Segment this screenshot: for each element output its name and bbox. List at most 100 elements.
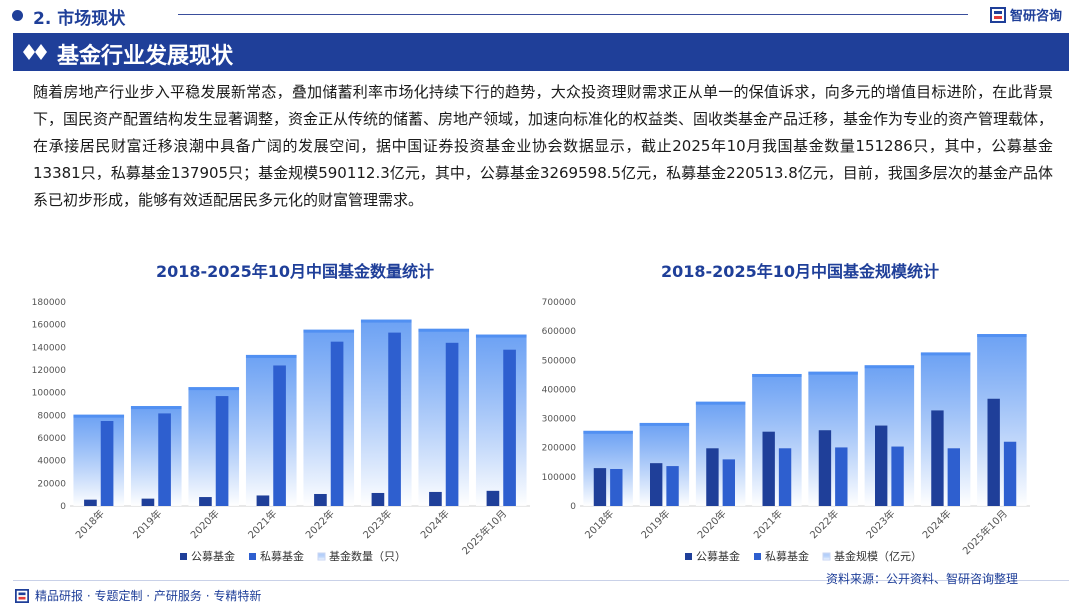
y-tick-label: 180000 <box>32 298 67 308</box>
section-bullet-icon <box>12 10 23 21</box>
total-bar-cap <box>583 430 633 434</box>
y-tick-label: 0 <box>60 502 66 512</box>
total-bar-cap <box>73 414 125 418</box>
y-tick-label: 140000 <box>32 343 67 353</box>
private-fund-bar <box>947 448 960 506</box>
y-tick-label: 100000 <box>542 473 577 483</box>
header-divider <box>178 14 968 15</box>
public-fund-bar <box>486 490 500 506</box>
private-fund-bar <box>215 396 229 506</box>
x-tick-label: 2024年 <box>418 507 452 541</box>
private-fund-bar <box>445 342 459 506</box>
y-tick-label: 600000 <box>542 327 577 337</box>
public-fund-bar <box>199 497 212 506</box>
chart-title-scale: 2018-2025年10月中国基金规模统计 <box>661 262 939 281</box>
fund-scale-chart: 0 100000 200000 300000 400000 500000 600000 700… <box>542 298 1030 563</box>
total-bar <box>360 319 412 506</box>
legend-swatch <box>822 552 831 561</box>
intro-paragraph: 随着房地产行业步入平稳发展新常态，叠加储蓄利率市场化持续下行的趋势，大众投资理财… <box>33 83 1054 209</box>
total-bar-cap <box>864 365 915 369</box>
total-bar-cap <box>977 334 1027 338</box>
total-bar-cap <box>752 373 802 377</box>
public-fund-bar <box>706 448 719 506</box>
total-bar <box>864 365 915 506</box>
y-tick-label: 500000 <box>542 356 577 366</box>
title-bar: 基金行业发展现状 <box>13 33 1069 71</box>
public-fund-bar <box>987 398 1000 506</box>
x-tick-label: 2024年 <box>919 507 953 541</box>
double-diamond-icon <box>23 44 47 60</box>
x-tick-label: 2025年10月 <box>459 507 509 557</box>
x-tick-label: 2018年 <box>582 507 616 541</box>
total-bar <box>977 334 1027 506</box>
public-fund-bar <box>371 492 385 506</box>
legend-swatch <box>754 553 761 560</box>
private-fund-bar <box>610 468 623 506</box>
private-fund-bar <box>666 466 679 506</box>
y-tick-label: 60000 <box>37 434 66 444</box>
y-tick-label: 100000 <box>32 389 67 399</box>
source-note: 资料来源：公开资料、智研咨询整理 <box>826 572 1019 586</box>
legend-label: 基金数量（只） <box>329 549 406 563</box>
total-bar-cap <box>188 387 240 391</box>
legend-swatch <box>685 553 692 560</box>
public-fund-bar <box>141 498 155 506</box>
legend-label: 私募基金 <box>765 549 809 563</box>
x-tick-label: 2023年 <box>863 507 897 541</box>
total-bar <box>808 371 858 506</box>
x-tick-label: 2022年 <box>303 507 337 541</box>
y-tick-label: 400000 <box>542 385 577 395</box>
total-bar-cap <box>920 352 971 356</box>
total-bar <box>188 387 240 506</box>
private-fund-bar <box>273 365 286 506</box>
public-fund-bar <box>931 410 944 506</box>
legend-label: 基金规模（亿元） <box>834 549 922 563</box>
total-bar <box>639 422 690 506</box>
private-fund-bar <box>1003 441 1017 506</box>
footer-divider <box>13 580 1069 581</box>
brand[interactable]: 智研咨询 <box>990 5 1062 24</box>
y-tick-label: 200000 <box>542 444 577 454</box>
total-bar-cap <box>130 406 182 410</box>
total-bar <box>920 352 971 506</box>
total-bar <box>245 354 297 506</box>
legend-swatch <box>317 552 326 561</box>
x-tick-label: 2021年 <box>751 507 785 541</box>
x-tick-label: 2021年 <box>245 507 279 541</box>
x-tick-label: 2020年 <box>694 507 728 541</box>
chart-title-count: 2018-2025年10月中国基金数量统计 <box>156 262 434 281</box>
total-bar <box>73 414 125 506</box>
total-bar-cap <box>808 371 858 375</box>
footer-text: 精品研报 · 专题定制 · 产研服务 · 专精特新 <box>35 589 262 603</box>
private-fund-bar <box>330 341 344 506</box>
total-bar-cap <box>418 328 470 332</box>
total-bar-cap <box>475 334 527 338</box>
total-bar <box>695 401 746 506</box>
y-tick-label: 0 <box>570 502 576 512</box>
footer-tagline: 精品研报 · 专题定制 · 产研服务 · 专精特新 <box>15 587 261 604</box>
private-fund-bar <box>158 413 171 506</box>
public-fund-bar <box>593 468 607 506</box>
legend-label: 公募基金 <box>696 549 740 563</box>
public-fund-bar <box>875 425 888 506</box>
fund-count-chart: 0 20000 40000 60000 80000 100000 120000 140000 1… <box>32 298 530 563</box>
total-bar <box>130 406 182 506</box>
total-bar <box>475 334 527 506</box>
legend-swatch <box>249 553 256 560</box>
private-fund-bar <box>778 448 792 506</box>
y-tick-label: 160000 <box>32 321 67 331</box>
private-fund-bar <box>891 446 904 506</box>
total-bar <box>752 373 802 506</box>
y-tick-label: 120000 <box>32 366 67 376</box>
total-bar-cap <box>245 354 297 358</box>
total-bar <box>303 329 355 506</box>
x-tick-label: 2019年 <box>638 507 672 541</box>
public-fund-bar <box>650 463 663 506</box>
y-tick-label: 20000 <box>37 479 66 489</box>
x-tick-label: 2018年 <box>73 507 107 541</box>
x-tick-label: 2023年 <box>360 507 394 541</box>
public-fund-bar <box>429 491 442 506</box>
zhiyan-logo-icon <box>990 6 1006 23</box>
public-fund-bar <box>818 430 832 506</box>
x-tick-label: 2019年 <box>130 507 164 541</box>
